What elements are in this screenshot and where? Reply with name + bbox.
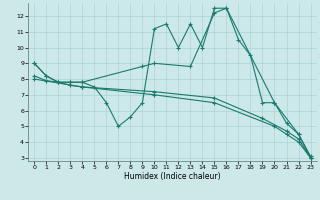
X-axis label: Humidex (Indice chaleur): Humidex (Indice chaleur) [124, 172, 221, 181]
